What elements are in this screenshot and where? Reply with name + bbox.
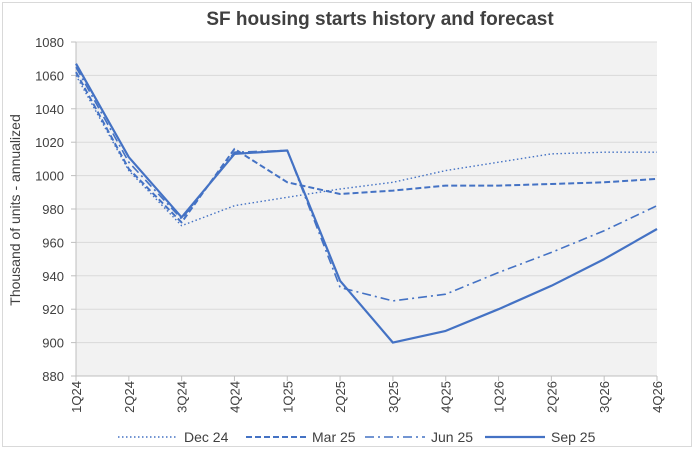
axes — [71, 41, 657, 377]
y-tick-label: 900 — [42, 336, 64, 351]
legend-label: Jun 25 — [431, 429, 473, 445]
y-tick-label: 960 — [42, 235, 64, 250]
x-tick-label: 2Q24 — [122, 381, 137, 413]
x-axis-ticks: 1Q24 2Q24 3Q24 4Q24 1Q25 2Q25 3Q25 4Q25 1Q26 2Q26… — [69, 376, 665, 413]
y-axis-ticks: 880 900 920 940 960 980 1000 1020 1040 1060 1080 — [35, 35, 64, 384]
legend: Dec 24 Mar 25 Jun 25 Sep 25 — [118, 429, 596, 445]
x-tick-label: 4Q25 — [439, 381, 454, 413]
x-tick-label: 1Q25 — [280, 381, 295, 413]
y-tick-label: 1020 — [35, 135, 64, 150]
x-tick-label: 1Q26 — [492, 381, 507, 413]
y-tick-label: 920 — [42, 302, 64, 317]
x-tick-label: 3Q26 — [597, 381, 612, 413]
y-tick-label: 1060 — [35, 68, 64, 83]
y-tick-label: 1080 — [35, 35, 64, 50]
x-tick-label: 1Q24 — [69, 381, 84, 413]
series-line-sep-25 — [75, 63, 658, 344]
series-line-jun-25 — [75, 66, 658, 302]
x-tick-label: 4Q26 — [650, 381, 665, 413]
x-tick-label: 2Q26 — [544, 381, 559, 413]
y-tick-label: 1040 — [35, 102, 64, 117]
legend-label: Mar 25 — [312, 429, 356, 445]
x-tick-label: 2Q25 — [333, 381, 348, 413]
chart-title: SF housing starts history and forecast — [206, 9, 554, 30]
x-tick-label: 3Q24 — [175, 381, 190, 413]
series-lines — [75, 63, 658, 344]
series-line-dec-24 — [75, 75, 657, 227]
y-tick-label: 940 — [42, 269, 64, 284]
legend-label: Sep 25 — [551, 429, 596, 445]
y-tick-label: 880 — [42, 369, 64, 384]
x-tick-label: 4Q24 — [227, 381, 242, 413]
x-tick-label: 3Q25 — [386, 381, 401, 413]
legend-label: Dec 24 — [184, 429, 229, 445]
y-tick-label: 1000 — [35, 169, 64, 184]
series-line-mar-25 — [75, 71, 658, 224]
y-axis-label: Thousand of units - annualized — [7, 114, 23, 305]
y-tick-label: 980 — [42, 202, 64, 217]
